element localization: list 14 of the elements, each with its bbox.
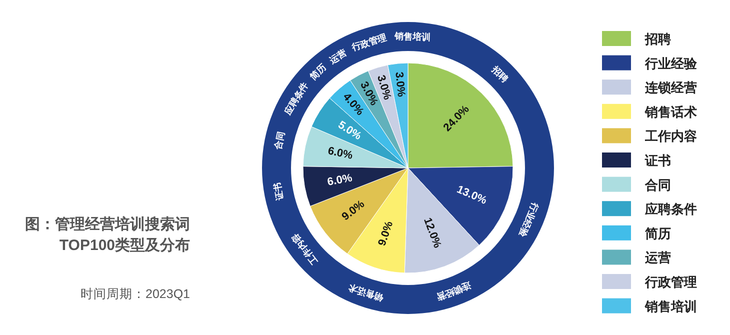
legend-label: 应聘条件: [644, 202, 697, 217]
legend-label: 工作内容: [644, 128, 697, 144]
legend-label: 行业经验: [644, 56, 698, 71]
legend-label: 销售培训: [644, 298, 697, 314]
legend-label: 连锁经营: [644, 80, 697, 96]
legend-label: 招聘: [644, 32, 671, 46]
legend-label: 行政管理: [644, 274, 697, 290]
legend-label: 运营: [644, 250, 671, 266]
annotation: 时间周期：2023Q1: [80, 287, 190, 301]
legend-label: 证书: [644, 153, 671, 168]
legend-label: 合同: [644, 177, 671, 192]
legend-label: 简历: [644, 226, 671, 241]
legend-label: 销售话术: [644, 104, 697, 120]
title: 图：管理经营培训搜索词TOP100类型及分布: [25, 216, 190, 254]
